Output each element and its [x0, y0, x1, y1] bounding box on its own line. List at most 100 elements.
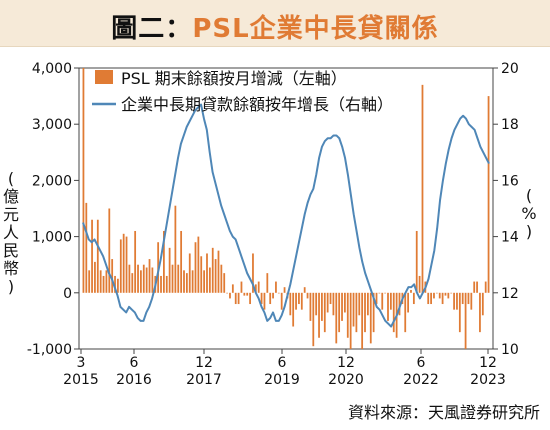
psl-bar: [300, 292, 303, 310]
psl-bar: [381, 292, 384, 310]
psl-bar: [137, 264, 139, 293]
psl-bar: [180, 230, 183, 293]
psl-bar: [125, 236, 128, 293]
psl-bar: [114, 275, 116, 293]
right-tick-label: 12: [501, 286, 519, 302]
psl-bar: [461, 292, 464, 305]
x-tick-month: 6: [130, 355, 139, 371]
psl-bar: [263, 292, 266, 310]
psl-bar: [160, 275, 162, 293]
psl-bar: [117, 278, 119, 293]
x-tick-year: 2023: [470, 372, 506, 388]
psl-bar: [321, 292, 323, 321]
right-axis-label: (%): [521, 186, 537, 241]
loan-growth-line: [82, 103, 490, 328]
psl-bar: [329, 292, 332, 305]
psl-bar: [131, 273, 134, 293]
psl-bar: [234, 292, 237, 305]
left-tick-label: 3,000: [32, 117, 72, 133]
psl-bar: [283, 287, 286, 293]
psl-bar: [237, 292, 240, 305]
psl-bar: [484, 281, 487, 293]
psl-bar: [479, 292, 481, 333]
psl-bar: [183, 270, 185, 293]
psl-bar: [404, 292, 407, 333]
psl-bar: [194, 242, 197, 293]
psl-bar: [450, 292, 453, 294]
psl-bar: [289, 292, 292, 316]
psl-bar: [338, 292, 341, 333]
psl-bar: [476, 281, 478, 293]
psl-bar: [111, 259, 114, 293]
psl-bar: [163, 230, 165, 293]
psl-bar: [433, 292, 435, 299]
legend-label-loan: 企業中長期貸款餘額按年增長（右軸）: [121, 95, 393, 114]
psl-bar: [174, 205, 177, 293]
x-tick-month: 12: [479, 355, 497, 371]
psl-bar: [378, 292, 381, 294]
psl-bar: [384, 292, 387, 294]
psl-bar: [352, 292, 355, 327]
psl-bar: [318, 292, 320, 338]
psl-bar: [453, 292, 455, 310]
psl-bar: [266, 273, 269, 293]
psl-bar: [298, 292, 300, 305]
psl-bar: [142, 264, 145, 293]
psl-bar: [421, 84, 424, 293]
x-tick-year: 2022: [403, 372, 439, 388]
psl-bar: [372, 292, 375, 333]
x-tick-year: 2017: [186, 372, 222, 388]
psl-bar: [473, 281, 476, 293]
psl-bar: [349, 292, 352, 349]
x-tick-month: 6: [278, 355, 287, 371]
psl-bar: [151, 267, 154, 293]
psl-bar: [407, 292, 409, 313]
psl-bar: [119, 239, 122, 293]
x-tick-year: 2016: [116, 372, 152, 388]
psl-bar: [148, 259, 151, 293]
psl-bar: [145, 267, 148, 293]
psl-bar: [427, 292, 430, 305]
psl-bar: [418, 275, 421, 293]
psl-bar: [226, 292, 228, 294]
psl-bar: [415, 230, 418, 293]
psl-bar: [85, 202, 88, 293]
psl-bar: [220, 264, 223, 293]
psl-bar: [177, 264, 180, 293]
psl-bar: [275, 281, 277, 293]
psl-bar: [344, 292, 346, 313]
psl-bar: [332, 292, 335, 316]
psl-bar: [309, 292, 312, 321]
psl-bar: [295, 292, 297, 310]
psl-bar: [99, 270, 102, 293]
psl-bar: [358, 292, 361, 316]
x-tick-year: 2019: [264, 372, 300, 388]
psl-bar: [435, 292, 438, 294]
left-axis-label: (億元人民幣): [2, 169, 19, 296]
psl-bar: [346, 292, 349, 338]
x-tick-month: 12: [337, 355, 355, 371]
psl-bar: [292, 292, 295, 327]
psl-bar: [470, 292, 473, 310]
right-tick-label: 18: [501, 117, 519, 133]
psl-bar: [464, 292, 467, 349]
psl-bar: [249, 292, 251, 305]
psl-bar: [211, 247, 214, 293]
psl-bar: [88, 270, 91, 293]
psl-bar: [134, 230, 137, 293]
psl-bar: [82, 68, 85, 293]
psl-bar: [165, 275, 168, 293]
left-tick-label: 0: [63, 286, 72, 302]
psl-bar: [361, 292, 364, 349]
psl-bar: [323, 292, 326, 333]
psl-bar: [375, 292, 378, 305]
left-tick-label: 1,000: [32, 230, 72, 246]
psl-bar: [412, 292, 415, 305]
psl-bar: [272, 292, 274, 299]
psl-bar: [200, 256, 203, 293]
psl-bar: [326, 292, 329, 313]
psl-bar: [105, 270, 108, 293]
psl-bar: [252, 253, 254, 293]
source-note: 資料來源：天風證券研究所: [347, 403, 540, 422]
psl-bar: [96, 219, 99, 293]
